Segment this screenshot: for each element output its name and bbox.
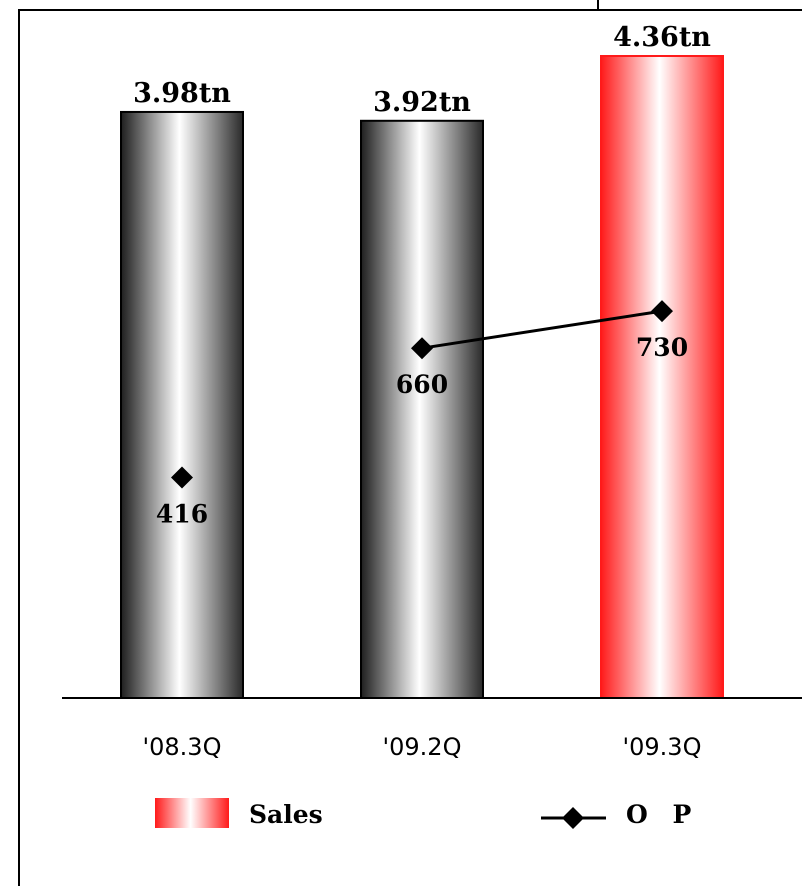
top-right-tab <box>597 0 802 11</box>
sales-value-label: 4.36tn <box>613 22 711 53</box>
legend: Sales O P <box>155 798 699 829</box>
sales-bar <box>600 55 724 699</box>
sales-value-label: 3.92tn <box>373 87 471 118</box>
op-value-label: 660 <box>396 370 448 399</box>
op-marker <box>171 466 193 489</box>
legend-sales-swatch <box>155 798 229 828</box>
legend-op-label: O P <box>626 800 699 829</box>
sales-value-labels: 3.98tn 3.92tn 4.36tn <box>133 22 711 118</box>
x-tick-label: '09.3Q <box>623 733 702 761</box>
op-series <box>171 300 673 489</box>
op-value-label: 416 <box>156 500 208 529</box>
sales-bar <box>120 110 244 700</box>
op-marker <box>411 337 433 360</box>
x-tick-label: '08.3Q <box>143 733 222 761</box>
x-tick-labels: '08.3Q '09.2Q '09.3Q <box>143 733 702 761</box>
sales-bars <box>120 55 724 700</box>
legend-sales-label: Sales <box>249 800 323 829</box>
x-tick-label: '09.2Q <box>383 733 462 761</box>
op-line <box>421 309 663 350</box>
op-value-label: 730 <box>636 333 688 362</box>
op-value-labels: 416 660 730 <box>156 333 688 528</box>
op-marker <box>651 300 673 323</box>
sales-value-label: 3.98tn <box>133 78 231 109</box>
sales-bar <box>360 119 484 699</box>
legend-op-marker <box>562 807 584 829</box>
